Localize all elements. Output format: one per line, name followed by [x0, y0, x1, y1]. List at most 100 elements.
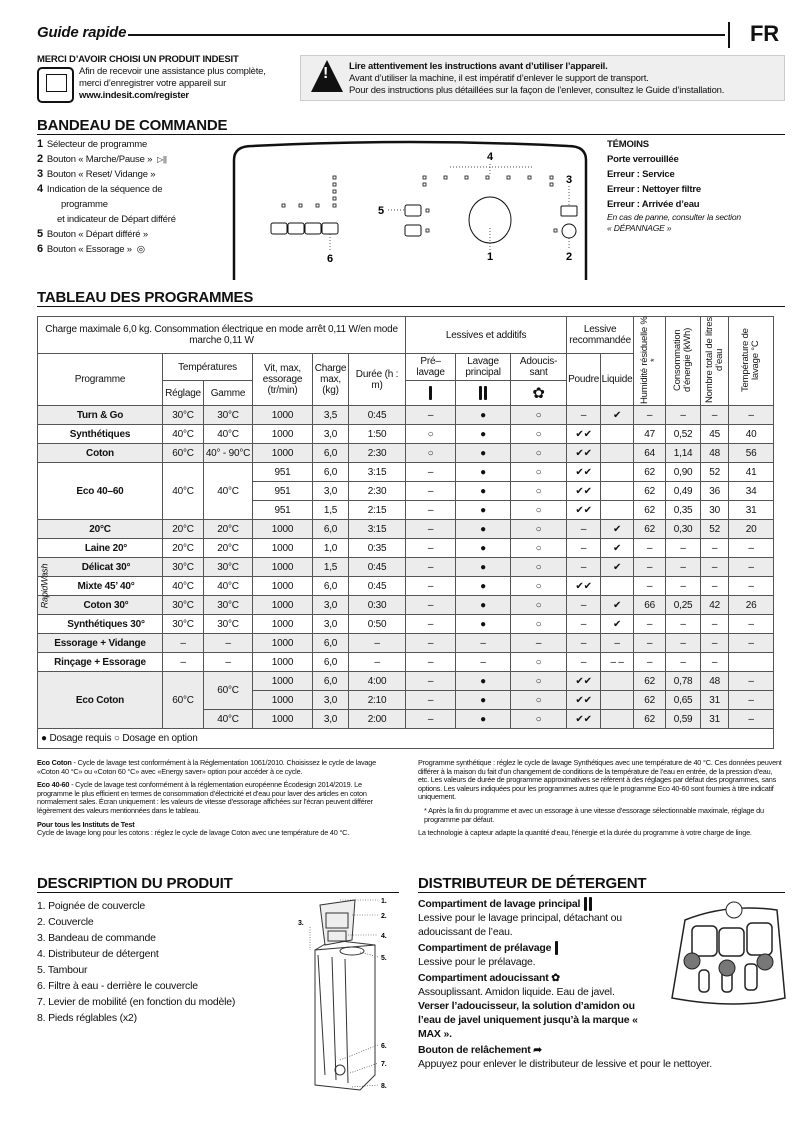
cell-adoucissant: ○ [510, 481, 568, 501]
cell-lavage: ● [455, 519, 512, 539]
language-code: FR [750, 21, 779, 46]
cell-lavage: ● [455, 709, 512, 729]
list-item: 4. Distributeur de détergent [37, 948, 159, 960]
cell-duree: 0:45 [347, 557, 407, 577]
warning-box: Lire attentivement les instructions avan… [300, 55, 785, 101]
callout-1: 1. [381, 898, 387, 905]
cell-liquide [600, 443, 635, 463]
cell-adoucissant: ○ [510, 576, 568, 596]
cell-liquide [600, 481, 635, 501]
cell-humidite: – [633, 652, 667, 672]
temoin-item: Erreur : Arrivée d’eau [607, 199, 700, 210]
cell-liquide [600, 709, 635, 729]
cell-poudre: ✔✔ [566, 424, 602, 444]
register-link[interactable]: www.indesit.com/register [79, 90, 189, 101]
programs-table: Charge maximale 6,0 kg. Consommation éle… [36, 316, 775, 749]
cell-temperature: – [728, 671, 775, 691]
cell-gamme: 60°C [203, 671, 253, 710]
cell-litres: 42 [700, 595, 730, 615]
cell-liquide: – [600, 633, 635, 653]
cell-charge: 6,0 [312, 633, 349, 653]
cell-adoucissant: ○ [510, 709, 568, 729]
description-list: 1. Poignée de couvercle 2. Couvercle 3. … [37, 898, 235, 1026]
cell-prelavage: – [405, 519, 457, 539]
cell-poudre: – [566, 405, 602, 425]
cell-litres: 52 [700, 519, 730, 539]
cell-litres: 48 [700, 443, 730, 463]
cell-lavage: ● [455, 595, 512, 615]
cell-adoucissant: ○ [510, 538, 568, 558]
program-name: Laine 20° [37, 538, 163, 558]
cell-litres: 30 [700, 500, 730, 520]
dispenser-info: Compartiment de lavage principal Lessive… [418, 895, 768, 1071]
main-wash-title: Compartiment de lavage principal [418, 898, 581, 910]
flower-icon: ✿ [551, 972, 560, 985]
cell-charge: 3,0 [312, 614, 349, 634]
control-item: 1 Sélecteur de programme [37, 137, 176, 152]
cell-gamme: 20°C [203, 519, 253, 539]
cell-prelavage: – [405, 595, 457, 615]
cell-adoucissant: ○ [510, 595, 568, 615]
program-name: Délicat 30° [37, 557, 163, 577]
cell-poudre: ✔✔ [566, 576, 602, 596]
cell-energie: – [665, 538, 702, 558]
warning-title: Lire attentivement les instructions avan… [349, 61, 608, 72]
cell-duree: 0:45 [347, 405, 407, 425]
item-number: 3 [37, 168, 43, 180]
cell-energie: – [665, 652, 702, 672]
cell-vitesse: 1000 [252, 443, 313, 463]
cell-energie: – [665, 405, 702, 425]
table-row: 1000 3,0 2:10– ● ○ ✔✔ 62 0,65 31– [38, 690, 775, 710]
filled-circle-icon: ● [41, 733, 47, 744]
cell-adoucissant: ○ [510, 443, 568, 463]
header-energie: Consommation d’énergie (kWh) [665, 316, 702, 406]
header-charge: Charge max, (kg) [312, 353, 349, 406]
rapidwash-label: RapidWash [39, 563, 49, 609]
list-item: 8. Pieds réglables (x2) [37, 1012, 137, 1024]
cell-prelavage: ○ [405, 443, 457, 463]
cell-adoucissant: ○ [510, 652, 568, 672]
softener-title: Compartiment adoucissant [418, 972, 549, 985]
control-item: 4 Indication de la séquence de [37, 182, 176, 197]
cell-temperature: – [728, 405, 775, 425]
callout-7: 7. [381, 1061, 387, 1068]
cell-charge: 3,0 [312, 595, 349, 615]
cell-humidite: 62 [633, 500, 667, 520]
cell-litres: – [700, 633, 730, 653]
cell-vitesse: 1000 [252, 614, 313, 634]
cell-liquide [600, 576, 635, 596]
cell-poudre: – [566, 633, 602, 653]
header-lavage: Lavage principal [455, 353, 512, 381]
item-number: 6 [37, 243, 43, 255]
cell-vitesse: 1000 [252, 576, 313, 596]
cell-poudre: ✔✔ [566, 443, 602, 463]
cell-reglage: 20°C [162, 538, 204, 558]
cell-charge: 3,5 [312, 405, 349, 425]
cell-energie: 0,25 [665, 595, 702, 615]
callout-2: 2. [381, 913, 387, 920]
cell-humidite: 62 [633, 709, 667, 729]
header-recommandee: Lessive recommandée [566, 316, 635, 354]
cell-duree: 2:30 [347, 481, 407, 501]
cell-liquide [600, 690, 635, 710]
header-reglage: Réglage [162, 380, 204, 406]
release-text: Appuyez pour enlever le distributeur de … [418, 1058, 712, 1071]
cell-humidite: 62 [633, 462, 667, 482]
table-row: Synthétiques 30° 30°C 30°C 1000 3,0 0:50– ● ○ – ✔… [37, 614, 775, 634]
header-programme: Programme [37, 353, 163, 406]
cell-prelavage: – [405, 462, 457, 482]
cell-prelavage: – [405, 690, 457, 710]
cell-duree: 2:10 [347, 690, 407, 710]
header-prelavage: Pré– lavage [405, 353, 457, 381]
cell-prelavage: – [405, 652, 457, 672]
prewash-title: Compartiment de prélavage [418, 942, 552, 955]
cell-charge: 1,0 [312, 538, 349, 558]
cell-humidite: 62 [633, 690, 667, 710]
table-row: Eco 40–60 40°C 40°C 951 6,0 3:15– ● ○ ✔✔ 62 0,90 52… [37, 462, 775, 520]
cell-poudre: ✔✔ [566, 500, 602, 520]
cell-vitesse: 1000 [252, 633, 313, 653]
title-divider [728, 22, 730, 48]
cell-adoucissant: ○ [510, 671, 568, 691]
header-adoucissant: Adoucis- sant [510, 353, 568, 381]
cell-lavage: ● [455, 671, 512, 691]
